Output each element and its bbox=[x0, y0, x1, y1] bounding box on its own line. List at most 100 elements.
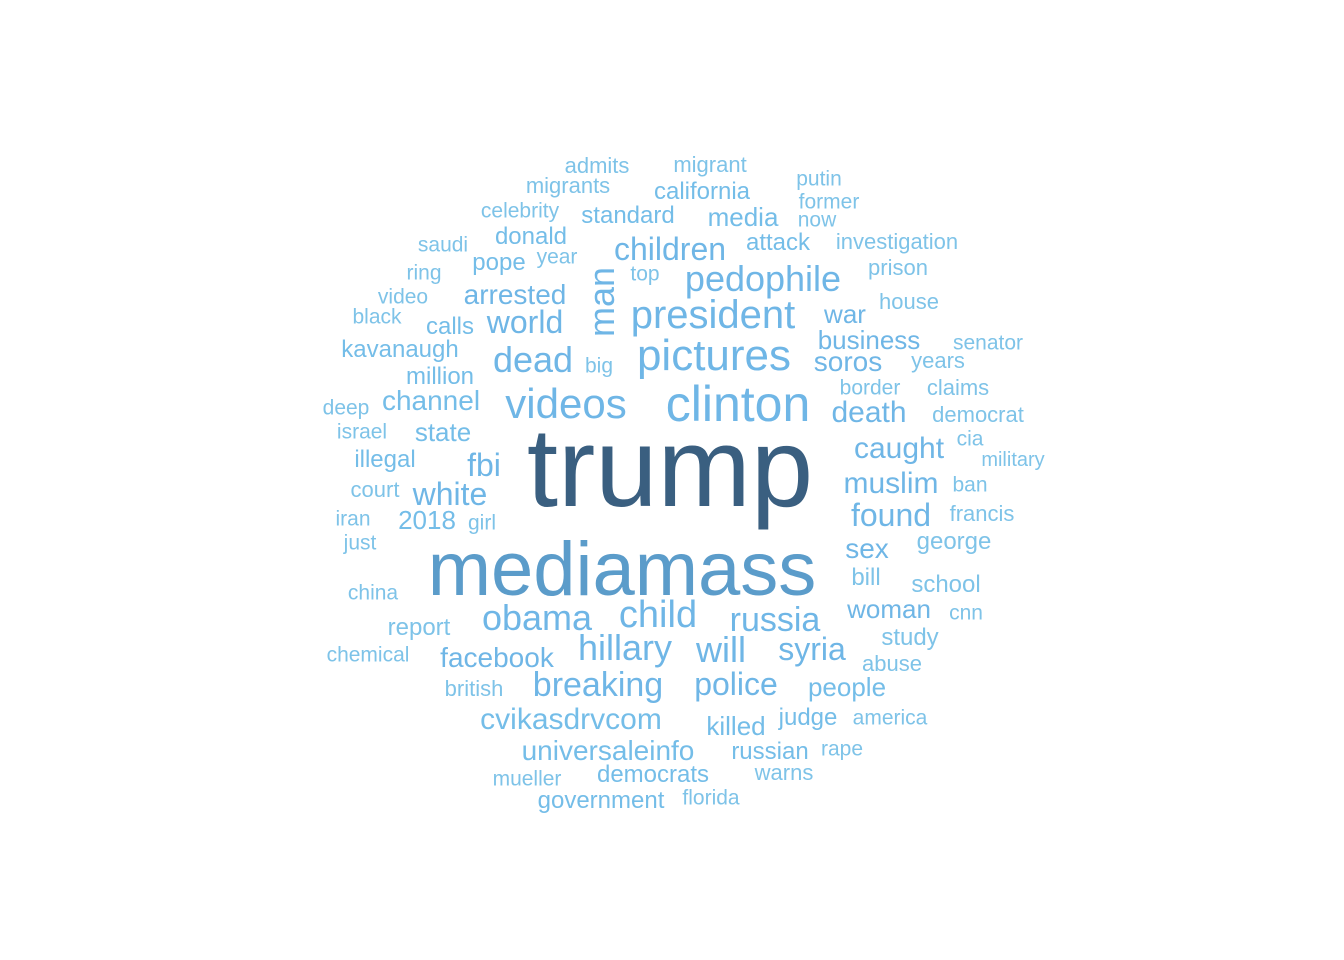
word-channel: channel bbox=[381, 385, 481, 416]
word-syria: syria bbox=[778, 631, 846, 667]
word-house: house bbox=[879, 289, 939, 314]
word-muslim: muslim bbox=[843, 467, 939, 500]
word-russian: russian bbox=[731, 738, 809, 765]
word-government: government bbox=[537, 787, 665, 814]
word-admits: admits bbox=[564, 153, 630, 178]
word-girl: girl bbox=[467, 511, 497, 535]
word-killed: killed bbox=[706, 711, 766, 741]
word-mueller: mueller bbox=[492, 767, 562, 791]
word-child: child bbox=[618, 594, 698, 636]
word-francis: francis bbox=[949, 501, 1015, 526]
word-fbi: fbi bbox=[467, 447, 501, 483]
word-death: death bbox=[831, 396, 907, 429]
word-report: report bbox=[387, 614, 451, 641]
word-claims: claims bbox=[926, 375, 990, 400]
word-white: white bbox=[412, 476, 488, 512]
word-million: million bbox=[405, 363, 475, 390]
word-cia: cia bbox=[956, 427, 984, 451]
word-hillary: hillary bbox=[577, 627, 673, 668]
word-court: court bbox=[350, 477, 400, 502]
word-children: children bbox=[613, 231, 727, 267]
word-business: business bbox=[817, 325, 921, 355]
word-year: year bbox=[536, 245, 578, 269]
word-cnn: cnn bbox=[949, 601, 983, 625]
word-breaking: breaking bbox=[532, 666, 664, 704]
word-chemical: chemical bbox=[326, 643, 410, 667]
word-iran: iran bbox=[335, 507, 371, 531]
word-calls: calls bbox=[425, 313, 475, 340]
word-pictures: pictures bbox=[636, 331, 792, 380]
word-bill: bill bbox=[851, 564, 881, 591]
word-migrant: migrant bbox=[673, 152, 747, 177]
word-russia: russia bbox=[729, 601, 821, 639]
word-caught: caught bbox=[853, 432, 945, 465]
word-mediamass: mediamass bbox=[427, 527, 817, 612]
word-2018: 2018 bbox=[398, 505, 456, 535]
word-state: state bbox=[414, 417, 472, 447]
word-just: just bbox=[343, 531, 377, 555]
word-donald: donald bbox=[494, 223, 568, 250]
word-arrested: arrested bbox=[463, 279, 567, 310]
word-clinton: clinton bbox=[665, 376, 811, 432]
word-warns: warns bbox=[754, 760, 814, 785]
word-now: now bbox=[797, 208, 837, 232]
word-soros: soros bbox=[813, 346, 883, 377]
word-man: man bbox=[581, 266, 622, 338]
word-prison: prison bbox=[868, 255, 928, 280]
word-israel: israel bbox=[336, 420, 388, 444]
word-video: video bbox=[377, 285, 429, 309]
word-america: america bbox=[852, 706, 928, 730]
word-ban: ban bbox=[952, 473, 988, 497]
word-china: china bbox=[347, 581, 399, 605]
word-rape: rape bbox=[820, 737, 864, 761]
word-obama: obama bbox=[481, 597, 593, 638]
word-school: school bbox=[911, 571, 981, 598]
word-illegal: illegal bbox=[354, 446, 416, 473]
word-kavanaugh: kavanaugh bbox=[341, 336, 459, 363]
word-military: military bbox=[981, 449, 1045, 471]
word-ring: ring bbox=[406, 261, 442, 285]
word-saudi: saudi bbox=[417, 233, 469, 257]
word-border: border bbox=[839, 376, 901, 400]
word-police: police bbox=[694, 666, 778, 702]
word-florida: florida bbox=[682, 786, 740, 810]
word-george: george bbox=[916, 528, 992, 555]
word-standard: standard bbox=[581, 202, 675, 229]
word-abuse: abuse bbox=[862, 651, 922, 676]
word-british: british bbox=[444, 676, 504, 701]
word-dead: dead bbox=[492, 339, 574, 380]
word-pedophile: pedophile bbox=[684, 258, 842, 299]
word-trump: trump bbox=[526, 405, 814, 530]
word-investigation: investigation bbox=[835, 229, 959, 254]
word-cvikasdrvcom: cvikasdrvcom bbox=[480, 703, 662, 736]
word-war: war bbox=[824, 299, 866, 329]
word-years: years bbox=[911, 348, 965, 373]
word-world: world bbox=[486, 304, 564, 340]
word-top: top bbox=[630, 262, 660, 286]
word-found: found bbox=[850, 497, 932, 533]
word-democrat: democrat bbox=[932, 402, 1024, 427]
word-people: people bbox=[807, 672, 887, 702]
word-president: president bbox=[630, 293, 796, 337]
word-black: black bbox=[352, 305, 402, 329]
word-senator: senator bbox=[952, 331, 1024, 355]
word-california: california bbox=[653, 178, 751, 205]
word-study: study bbox=[881, 624, 939, 651]
word-judge: judge bbox=[778, 704, 838, 731]
word-big: big bbox=[584, 354, 614, 378]
word-sex: sex bbox=[845, 533, 889, 564]
word-pope: pope bbox=[472, 249, 526, 276]
word-migrants: migrants bbox=[525, 173, 611, 198]
word-media: media bbox=[707, 202, 779, 232]
word-deep: deep bbox=[322, 396, 370, 420]
word-putin: putin bbox=[796, 167, 842, 191]
word-will: will bbox=[696, 629, 746, 670]
word-woman: woman bbox=[847, 594, 931, 624]
word-attack: attack bbox=[745, 229, 811, 256]
word-videos: videos bbox=[505, 380, 627, 427]
word-universaleinfo: universaleinfo bbox=[521, 735, 695, 766]
word-celebrity: celebrity bbox=[480, 199, 560, 223]
word-facebook: facebook bbox=[440, 642, 554, 673]
word-former: former bbox=[798, 190, 860, 214]
